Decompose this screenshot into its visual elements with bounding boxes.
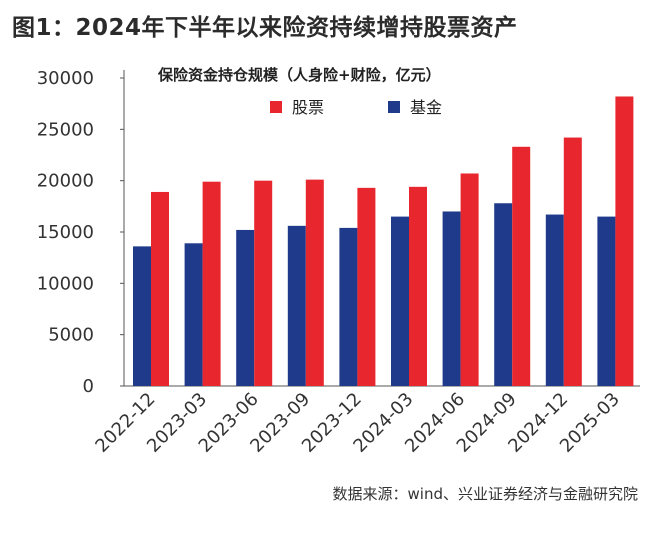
legend-label-fund: 基金 [410, 98, 442, 117]
bar-fund [287, 225, 306, 386]
legend-swatch-stock [270, 101, 282, 113]
y-tick-label: 20000 [37, 171, 94, 192]
bar-fund [494, 203, 513, 386]
y-tick-label: 5000 [48, 325, 94, 346]
bar-stock [151, 191, 169, 386]
bar-stock [615, 96, 634, 386]
bar-stock [254, 180, 273, 386]
bar-stock [512, 146, 531, 386]
chart-title: 保险资金持仓规模（人身险+财险，亿元） [157, 66, 441, 84]
bar-fund [236, 229, 255, 386]
figure-title: 图1：2024年下半年以来险资持续增持股票资产 [12, 15, 518, 41]
bar-stock [563, 137, 582, 386]
bar-stock [202, 181, 221, 386]
bar-fund [442, 211, 461, 386]
y-tick-label: 0 [83, 376, 94, 397]
legend-swatch-fund [388, 101, 400, 113]
bar-stock [305, 179, 324, 386]
bar-fund [545, 214, 564, 386]
bar-stock [357, 187, 376, 386]
bar-stock [460, 173, 479, 386]
bar-fund [597, 216, 616, 386]
y-tick-label: 15000 [37, 222, 94, 243]
bar-fund [133, 246, 151, 386]
y-tick-label: 30000 [37, 68, 94, 89]
bar-fund [339, 227, 358, 386]
source-note: 数据来源：wind、兴业证券经济与金融研究院 [332, 485, 638, 503]
bar-fund [391, 216, 409, 386]
bar-fund [184, 243, 203, 386]
legend-label-stock: 股票 [292, 98, 324, 117]
y-tick-label: 25000 [37, 119, 94, 140]
bar-stock [409, 186, 427, 386]
y-tick-label: 10000 [37, 273, 94, 294]
